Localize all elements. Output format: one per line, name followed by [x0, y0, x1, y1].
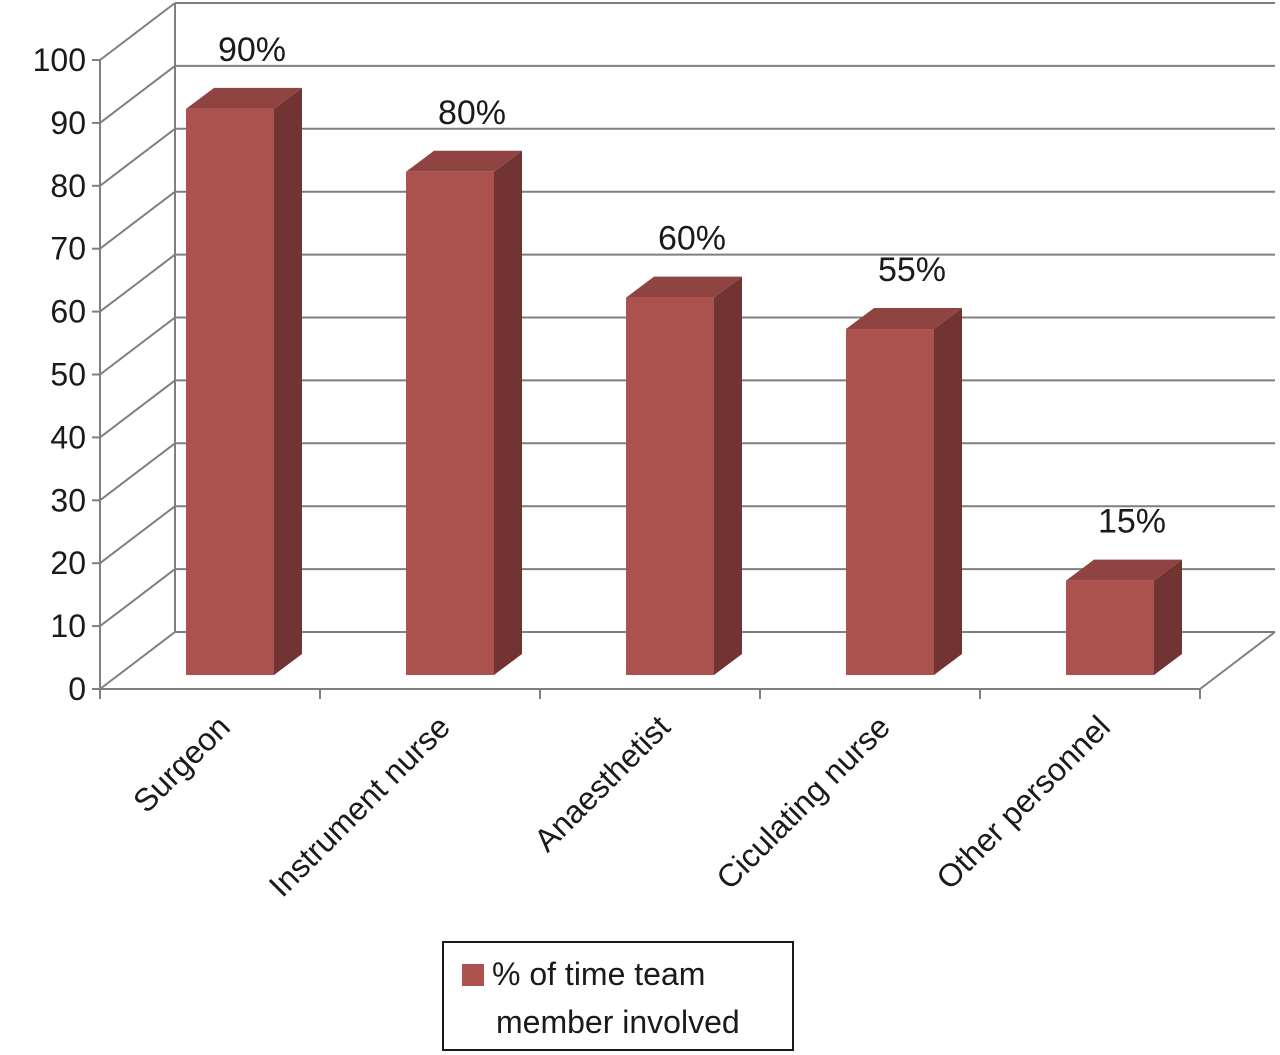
bar	[846, 308, 962, 675]
legend-label: % of time team	[492, 956, 705, 992]
legend-swatch	[462, 964, 484, 986]
y-tick-label: 70	[50, 231, 86, 267]
bar	[626, 276, 742, 675]
gridline-side	[99, 65, 176, 124]
data-label: 60%	[658, 220, 726, 258]
bars: 90% 80% 60% 55% 15%	[186, 31, 1182, 676]
data-label: 80%	[438, 94, 506, 132]
bar-side	[1154, 559, 1182, 675]
gridline-side	[99, 190, 176, 250]
bar-top	[1066, 559, 1182, 581]
bar-top	[846, 308, 962, 330]
legend-label: member involved	[496, 1004, 740, 1040]
data-label: 55%	[878, 251, 946, 289]
gridline-side	[99, 128, 176, 187]
category-label: Ciculating nurse	[709, 708, 897, 896]
data-label: 15%	[1098, 503, 1166, 541]
bar	[186, 87, 302, 675]
y-tick-label: 20	[50, 545, 86, 581]
category-label: Surgeon	[126, 708, 237, 819]
gridline-side	[99, 442, 176, 502]
bar-top	[406, 150, 522, 172]
x-axis-labels: Surgeon Instrument nurse Anaesthetist Cicul…	[126, 708, 1117, 903]
bar-front	[626, 297, 714, 675]
y-tick-label: 90	[50, 105, 86, 141]
bar-side	[494, 150, 522, 676]
y-tick-label: 60	[50, 294, 86, 330]
data-label: 90%	[218, 31, 286, 69]
bar-side	[274, 87, 302, 675]
y-tick-label: 100	[33, 42, 86, 78]
gridline-side	[99, 316, 176, 376]
bar-top	[186, 87, 302, 109]
legend-box	[442, 941, 794, 1051]
category-label: Other personnel	[929, 708, 1117, 896]
gridline-side	[99, 379, 176, 439]
gridline-side	[99, 631, 176, 690]
floor-right-edge	[1199, 631, 1276, 690]
category-label: Instrument nurse	[262, 708, 457, 903]
y-tick-label: 0	[68, 671, 86, 707]
y-axis-ticks: 0 10 20 30 40 50 60 70 80 90 100	[33, 42, 100, 707]
bar-front	[186, 108, 274, 675]
gridline-side	[99, 2, 176, 61]
category-label: Anaesthetist	[527, 708, 677, 858]
bar	[406, 150, 522, 676]
gridline-side	[99, 253, 176, 313]
bar-side	[714, 276, 742, 675]
y-tick-label: 80	[50, 168, 86, 204]
bar-front	[846, 329, 934, 675]
gridline-side	[99, 568, 176, 627]
y-tick-label: 30	[50, 482, 86, 518]
bar-side	[934, 308, 962, 675]
y-tick-label: 10	[50, 608, 86, 644]
legend: % of time team member involved	[442, 941, 794, 1051]
bar	[1066, 559, 1182, 675]
y-tick-label: 50	[50, 357, 86, 393]
gridline-side	[99, 505, 176, 564]
y-tick-label: 40	[50, 419, 86, 455]
bar-front	[1066, 580, 1154, 675]
bar-front	[406, 171, 494, 676]
bar-top	[626, 276, 742, 298]
